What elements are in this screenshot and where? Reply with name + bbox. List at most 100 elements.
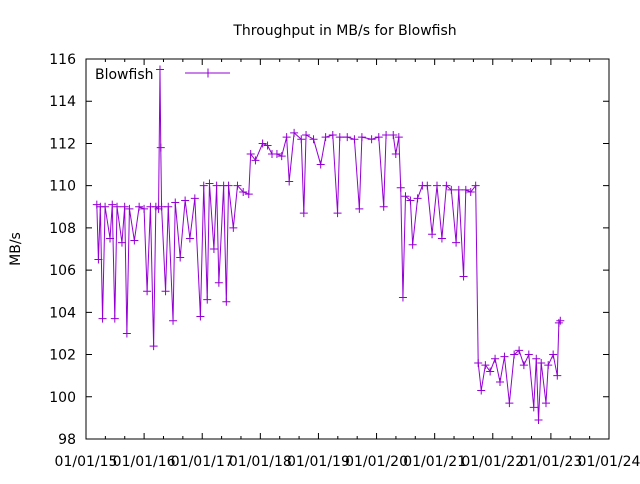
data-point (544, 361, 553, 370)
x-tick-label: 01/01/24 (578, 454, 640, 470)
data-point (401, 192, 410, 201)
data-point (108, 200, 117, 209)
y-tick-label: 108 (49, 221, 76, 237)
data-point (171, 198, 180, 207)
data-point (554, 318, 563, 327)
data-point (350, 135, 359, 144)
data-point (297, 135, 306, 144)
data-point (125, 204, 134, 213)
x-tick-label: 01/01/21 (403, 454, 466, 470)
data-point (413, 194, 422, 203)
data-point (214, 278, 223, 287)
data-point (367, 135, 376, 144)
data-point (510, 350, 519, 359)
data-point (408, 240, 417, 249)
data-point (398, 293, 407, 302)
data-point (113, 202, 122, 211)
data-point (524, 350, 533, 359)
data-point (120, 202, 129, 211)
data-point (481, 361, 490, 370)
y-tick-label: 106 (49, 263, 76, 279)
data-point (272, 150, 281, 158)
data-point (466, 188, 475, 196)
data-point (222, 297, 231, 306)
data-point (203, 295, 212, 304)
series-line-blowfish (96, 69, 561, 421)
data-point (239, 188, 248, 196)
data-point (302, 131, 311, 139)
x-tick-label: 01/01/16 (113, 454, 176, 470)
data-point (394, 133, 403, 142)
data-point (333, 209, 342, 218)
data-point (396, 183, 405, 192)
data-point (110, 314, 119, 323)
data-point (541, 399, 550, 408)
data-point (442, 181, 451, 190)
data-point (379, 202, 388, 211)
data-point (169, 316, 178, 325)
y-tick-label: 112 (49, 136, 76, 152)
data-point (209, 245, 218, 253)
data-point (185, 234, 194, 243)
data-point (164, 202, 173, 211)
x-tick-label: 01/01/15 (55, 454, 118, 470)
data-point (246, 150, 255, 158)
data-point (258, 139, 267, 148)
data-point (556, 316, 565, 325)
data-point (98, 314, 107, 323)
data-point (537, 359, 546, 367)
data-point (244, 190, 253, 199)
data-point (461, 185, 470, 194)
y-tick-label: 116 (49, 52, 76, 68)
data-point (428, 230, 437, 239)
data-point (156, 143, 165, 152)
data-point (433, 181, 441, 190)
data-point (496, 378, 505, 386)
data-point (130, 236, 139, 245)
y-axis-label: MB/s (8, 232, 24, 266)
data-point (437, 234, 446, 243)
y-tick-label: 98 (58, 432, 76, 448)
data-point (452, 238, 461, 247)
data-point (423, 181, 432, 190)
data-point (135, 202, 144, 211)
data-point (532, 354, 541, 363)
data-point (454, 185, 463, 194)
data-point (529, 403, 538, 412)
data-point (92, 200, 101, 209)
legend-marker (203, 68, 213, 78)
y-tick-label: 110 (49, 179, 76, 195)
data-point (212, 181, 221, 190)
data-point (149, 342, 158, 351)
data-point (263, 141, 272, 150)
plot-frame (85, 58, 610, 440)
data-point (500, 352, 509, 361)
data-point (161, 287, 170, 296)
data-point (477, 386, 486, 395)
data-point (299, 209, 308, 218)
data-point (176, 253, 185, 262)
data-point (190, 194, 199, 203)
data-point (285, 177, 294, 186)
data-point (328, 131, 337, 139)
data-point (486, 367, 495, 376)
data-point (101, 202, 110, 211)
x-tick-label: 01/01/23 (519, 454, 582, 470)
data-point (233, 181, 242, 190)
data-point (316, 160, 325, 169)
data-point (309, 135, 318, 144)
x-tick-label: 01/01/19 (287, 454, 350, 470)
data-point (491, 354, 500, 363)
data-point (519, 361, 528, 370)
y-tick-label: 114 (49, 94, 76, 110)
data-point (106, 234, 115, 243)
data-point (196, 312, 205, 321)
data-point (117, 238, 126, 247)
data-point (382, 131, 391, 139)
data-point (343, 133, 352, 142)
data-point (321, 133, 330, 142)
data-point (389, 131, 398, 139)
chart-title: Throughput in MB/s for Blowfish (232, 23, 456, 39)
y-tick-label: 102 (49, 348, 76, 364)
data-point (251, 156, 260, 165)
